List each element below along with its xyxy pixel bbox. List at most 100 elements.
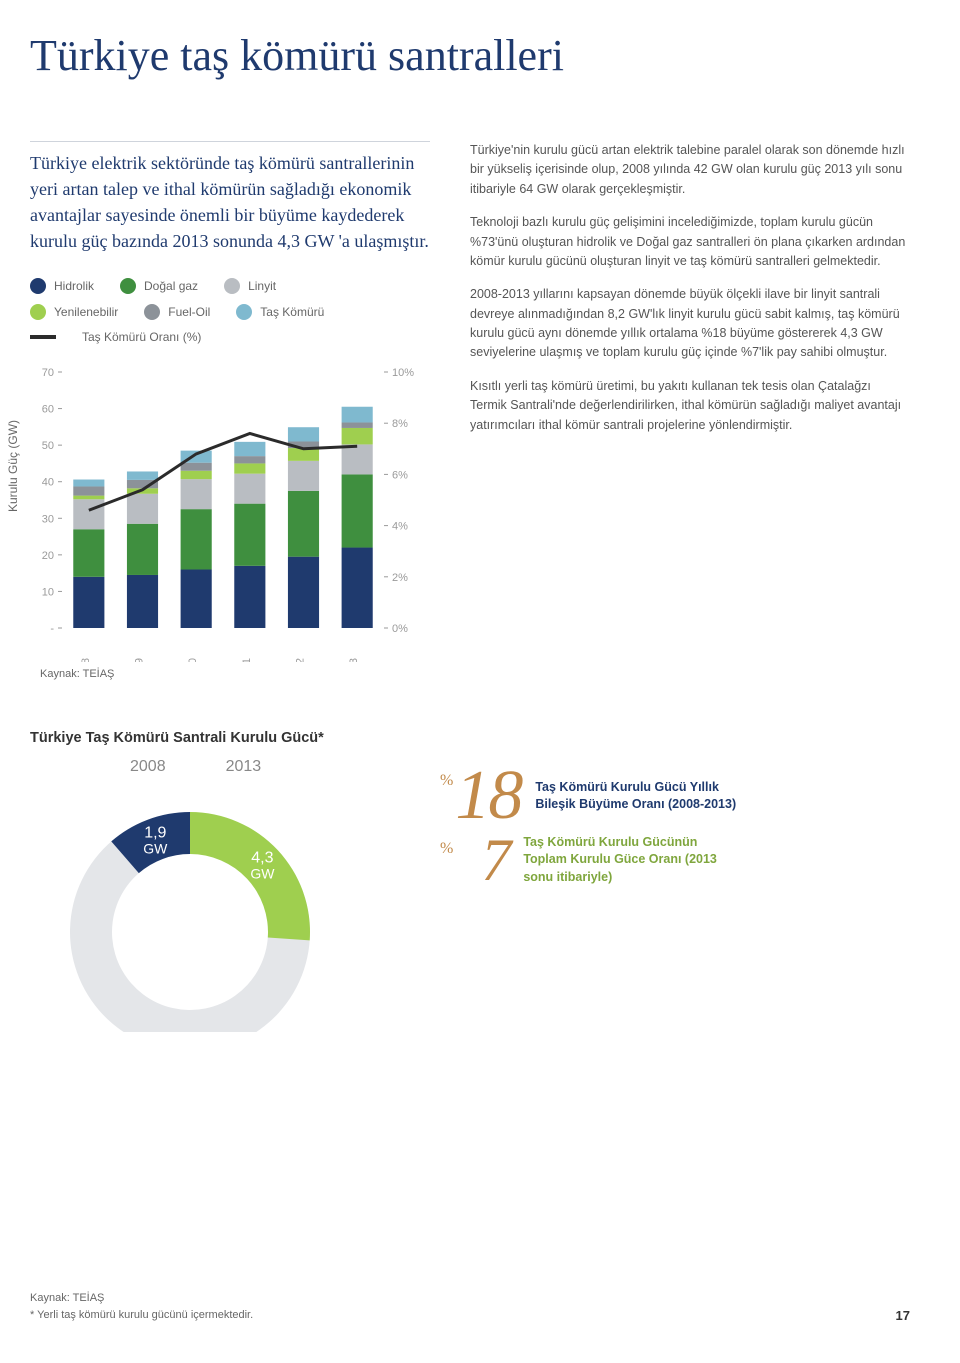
svg-text:50: 50: [42, 441, 54, 453]
svg-text:2008: 2008: [80, 658, 92, 662]
donut-year-a: 2008: [130, 758, 166, 776]
svg-text:8%: 8%: [392, 419, 408, 431]
bar-segment: [288, 461, 319, 491]
stacked-bar-chart: Kurulu Güç (GW) -102030405060700%2%4%6%8…: [20, 362, 430, 662]
legend-item: Yenilenebilir: [30, 304, 118, 320]
svg-text:GW: GW: [250, 866, 275, 882]
bar-segment: [342, 428, 373, 444]
body-paragraph: 2008-2013 yıllarını kapsayan dönemde büy…: [470, 285, 910, 363]
y-axis-label: Kurulu Güç (GW): [6, 420, 20, 512]
bar-segment: [73, 487, 104, 496]
stat-row: %18 Taş Kömürü Kurulu Gücü Yıllık Bileşik…: [440, 766, 910, 826]
chart-source: Kaynak: TEİAŞ: [40, 668, 430, 680]
svg-text:6%: 6%: [392, 470, 408, 482]
footer-footnote: * Yerli taş kömürü kurulu gücünü içermek…: [30, 1307, 253, 1324]
svg-text:40: 40: [42, 477, 54, 489]
bar-segment: [73, 500, 104, 530]
svg-text:2013: 2013: [348, 658, 360, 662]
svg-text:20: 20: [42, 550, 54, 562]
legend-label: Yenilenebilir: [54, 305, 118, 319]
bar-segment: [288, 428, 319, 442]
bar-segment: [181, 471, 212, 479]
bar-segment: [181, 480, 212, 510]
stat-percent-sign: %: [440, 772, 453, 790]
bar-segment: [234, 464, 265, 474]
svg-text:2%: 2%: [392, 572, 408, 584]
body-paragraph: Türkiye'nin kurulu gücü artan elektrik t…: [470, 141, 910, 199]
stat-label: Taş Kömürü Kurulu Gücünün Toplam Kurulu …: [523, 834, 733, 887]
footer-source: Kaynak: TEİAŞ * Yerli taş kömürü kurulu …: [30, 1290, 253, 1323]
stat-number: 18: [455, 766, 521, 826]
bar-segment: [234, 456, 265, 463]
svg-text:2012: 2012: [295, 658, 307, 662]
bar-segment: [127, 524, 158, 575]
stats-block: %18 Taş Kömürü Kurulu Gücü Yıllık Bileşik…: [440, 730, 910, 894]
svg-text:10: 10: [42, 587, 54, 599]
legend-item: Doğal gaz: [120, 278, 198, 294]
bar-segment: [73, 496, 104, 500]
stat-percent-sign: %: [440, 840, 453, 858]
legend-label: Linyit: [248, 279, 276, 293]
legend-swatch: [224, 278, 240, 294]
legend-item: Fuel-Oil: [144, 304, 210, 320]
svg-text:30: 30: [42, 514, 54, 526]
footer-source-line1: Kaynak: TEİAŞ: [30, 1290, 253, 1307]
legend-label: Hidrolik: [54, 279, 94, 293]
svg-text:0%: 0%: [392, 623, 408, 635]
bar-segment: [342, 548, 373, 628]
svg-text:1,9: 1,9: [144, 825, 166, 842]
intro-paragraph: Türkiye elektrik sektöründe taş kömürü s…: [30, 141, 430, 254]
svg-text:2011: 2011: [241, 658, 253, 662]
donut-year-b: 2013: [226, 758, 262, 776]
legend-line-swatch: [30, 335, 56, 339]
below-row: Türkiye Taş Kömürü Santrali Kurulu Gücü*…: [30, 730, 910, 1032]
body-paragraph: Kısıtlı yerli taş kömürü üretimi, bu yak…: [470, 377, 910, 435]
stat-label: Taş Kömürü Kurulu Gücü Yıllık Bileşik Bü…: [535, 779, 745, 814]
bar-segment: [342, 407, 373, 423]
svg-text:GW: GW: [143, 841, 168, 857]
bar-segment: [127, 494, 158, 524]
bar-segment: [181, 510, 212, 570]
chart-legend: Hidrolik Doğal gaz Linyit Yenilenebilir Fue…: [30, 278, 430, 344]
two-column-layout: Türkiye elektrik sektöründe taş kömürü s…: [30, 141, 910, 680]
bar-segment: [234, 566, 265, 628]
bar-segment: [288, 491, 319, 557]
legend-item: Taş Kömürü: [236, 304, 324, 320]
donut-block: Türkiye Taş Kömürü Santrali Kurulu Gücü*…: [30, 730, 370, 1032]
legend-item: Linyit: [224, 278, 276, 294]
svg-text:2010: 2010: [187, 658, 199, 662]
bar-segment: [342, 475, 373, 548]
legend-label: Doğal gaz: [144, 279, 198, 293]
bar-segment: [127, 575, 158, 628]
stat-number: 7: [481, 835, 509, 886]
bar-segment: [181, 570, 212, 629]
body-paragraph: Teknoloji bazlı kurulu güç gelişimini in…: [470, 213, 910, 271]
svg-text:-: -: [50, 623, 54, 635]
svg-text:4%: 4%: [392, 521, 408, 533]
page-title: Türkiye taş kömürü santralleri: [30, 30, 910, 81]
bar-segment: [73, 480, 104, 487]
svg-text:2009: 2009: [134, 658, 146, 662]
legend-swatch: [30, 278, 46, 294]
legend-label: Taş Kömürü: [260, 305, 324, 319]
right-column: Türkiye'nin kurulu gücü artan elektrik t…: [470, 141, 910, 680]
bar-segment: [234, 504, 265, 566]
donut-title: Türkiye Taş Kömürü Santrali Kurulu Gücü*: [30, 730, 370, 746]
legend-line-label: Taş Kömürü Oranı (%): [82, 330, 201, 344]
legend-swatch: [30, 304, 46, 320]
bar-segment: [342, 423, 373, 428]
left-column: Türkiye elektrik sektöründe taş kömürü s…: [30, 141, 430, 680]
svg-text:4,3: 4,3: [251, 850, 273, 867]
legend-swatch: [144, 304, 160, 320]
bar-segment: [181, 463, 212, 471]
legend-swatch: [236, 304, 252, 320]
legend-item: Hidrolik: [30, 278, 94, 294]
page-number: 17: [896, 1308, 910, 1323]
legend-swatch: [120, 278, 136, 294]
svg-text:10%: 10%: [392, 367, 414, 379]
bar-segment: [73, 577, 104, 628]
donut-chart: 1,9GW4,3GW: [30, 772, 350, 1032]
bar-segment: [234, 442, 265, 456]
bar-segment: [127, 472, 158, 480]
bar-segment: [73, 530, 104, 578]
